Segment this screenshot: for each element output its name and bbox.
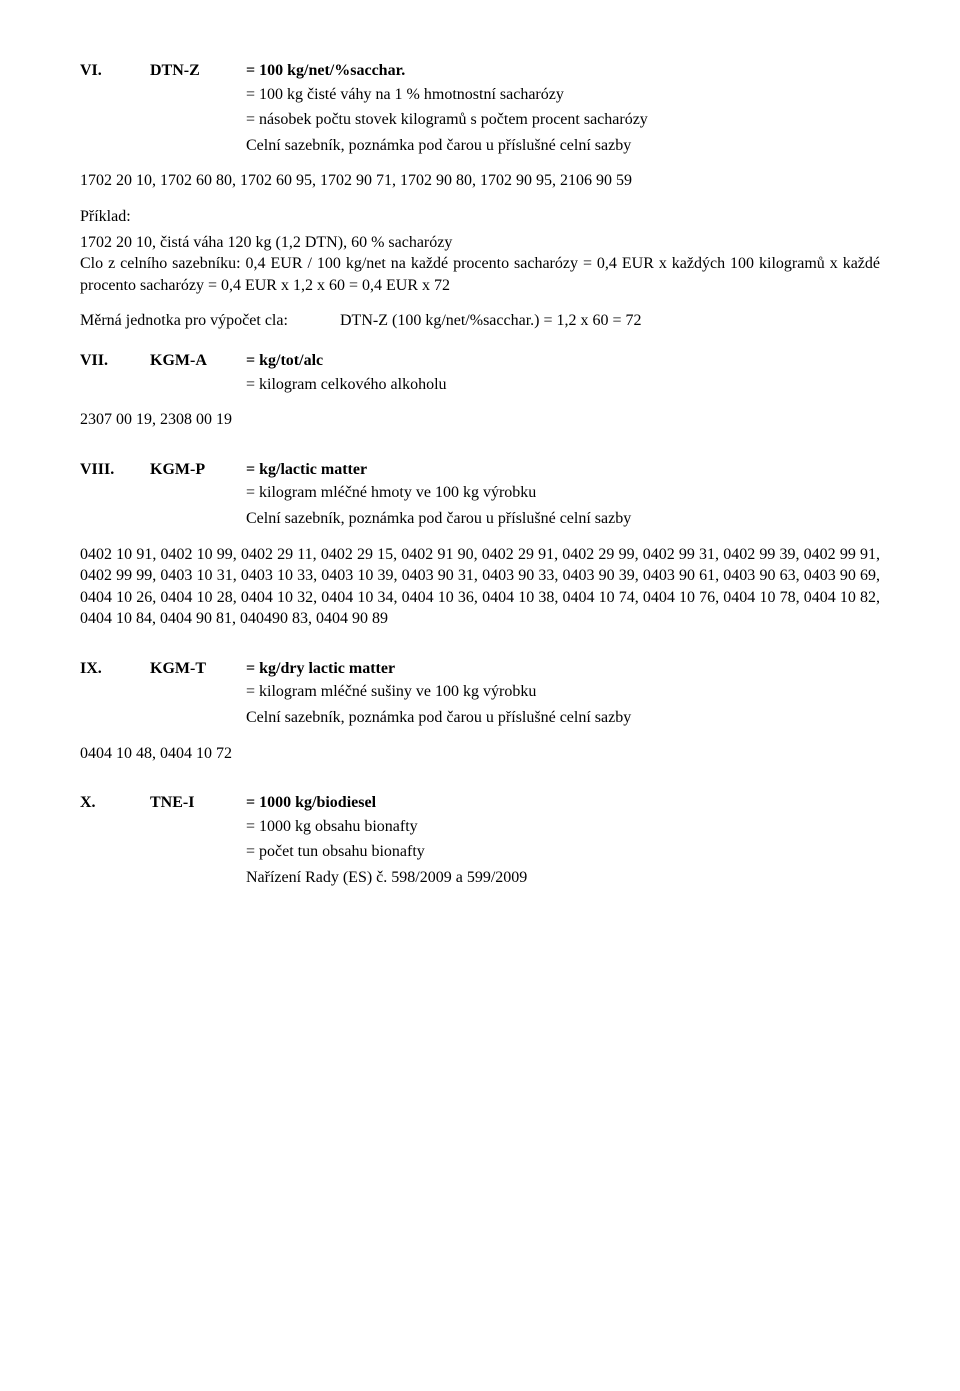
section-vi-example-label: Příklad: [80,206,880,228]
section-vi-head: VI. DTN-Z = 100 kg/net/%sacchar. [80,60,880,82]
section-ix-head: IX. KGM-T = kg/dry lactic matter [80,658,880,680]
section-vii-roman: VII. [80,350,150,372]
section-ix-def1: = kilogram mléčné sušiny ve 100 kg výrob… [246,681,880,703]
section-x-code: TNE-I [150,792,246,814]
section-vi-eq: = 100 kg/net/%sacchar. [246,60,405,82]
section-viii-def1: = kilogram mléčné hmoty ve 100 kg výrobk… [246,482,880,504]
section-vi-unit-label: Měrná jednotka pro výpočet cla: [80,310,340,332]
section-vi-codes: 1702 20 10, 1702 60 80, 1702 60 95, 1702… [80,170,880,192]
section-viii-def2: Celní sazebník, poznámka pod čarou u pří… [246,508,880,530]
section-vii-code: KGM-A [150,350,246,372]
section-viii-eq: = kg/lactic matter [246,459,367,481]
section-ix-roman: IX. [80,658,150,680]
section-x-roman: X. [80,792,150,814]
section-vi-code: DTN-Z [150,60,246,82]
section-x-eq: = 1000 kg/biodiesel [246,792,376,814]
section-x-head: X. TNE-I = 1000 kg/biodiesel [80,792,880,814]
section-viii-head: VIII. KGM-P = kg/lactic matter [80,459,880,481]
section-ix-code: KGM-T [150,658,246,680]
section-ix-eq: = kg/dry lactic matter [246,658,395,680]
section-viii-code: KGM-P [150,459,246,481]
section-vi-def1: = 100 kg čisté váhy na 1 % hmotnostní sa… [246,84,880,106]
section-vi-unit-value: DTN-Z (100 kg/net/%sacchar.) = 1,2 x 60 … [340,310,642,332]
section-vi-unit-row: Měrná jednotka pro výpočet cla: DTN-Z (1… [80,310,880,332]
section-vii-eq: = kg/tot/alc [246,350,323,372]
section-ix-codes: 0404 10 48, 0404 10 72 [80,743,880,765]
section-vi-example-text: 1702 20 10, čistá váha 120 kg (1,2 DTN),… [80,232,880,297]
section-vi-def2: = násobek počtu stovek kilogramů s počte… [246,109,880,131]
section-viii-roman: VIII. [80,459,150,481]
section-vii-def1: = kilogram celkového alkoholu [246,374,880,396]
section-vii-head: VII. KGM-A = kg/tot/alc [80,350,880,372]
section-x-def2: = počet tun obsahu bionafty [246,841,880,863]
section-vii-codes: 2307 00 19, 2308 00 19 [80,409,880,431]
section-vi-roman: VI. [80,60,150,82]
section-ix-def2: Celní sazebník, poznámka pod čarou u pří… [246,707,880,729]
section-x-def1: = 1000 kg obsahu bionafty [246,816,880,838]
section-viii-codes: 0402 10 91, 0402 10 99, 0402 29 11, 0402… [80,544,880,630]
section-x-def3: Nařízení Rady (ES) č. 598/2009 a 599/200… [246,867,880,889]
section-vi-def3: Celní sazebník, poznámka pod čarou u pří… [246,135,880,157]
